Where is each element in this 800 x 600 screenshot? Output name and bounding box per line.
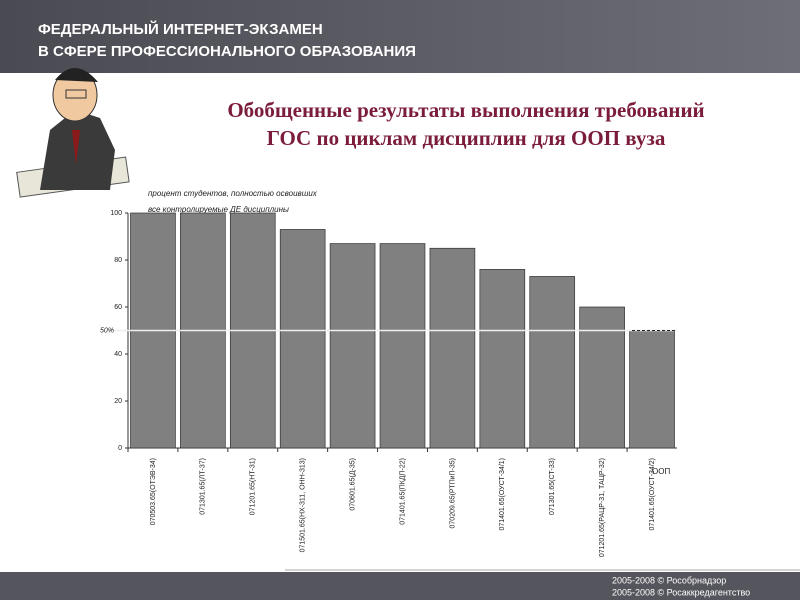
chart-title: ГОС по циклам дисциплин для ООП вуза <box>267 126 666 150</box>
header-line: В СФЕРЕ ПРОФЕССИОНАЛЬНОГО ОБРАЗОВАНИЯ <box>38 43 416 60</box>
bar <box>579 306 625 449</box>
y-tick-label: 100 <box>110 210 122 217</box>
bar <box>479 269 526 449</box>
bar <box>329 243 376 449</box>
x-tick-label: 070503.65(ОТЭВ-34) <box>150 458 157 525</box>
y-tick-label: 0 <box>118 445 122 452</box>
x-axis-label: ООП <box>652 467 670 476</box>
x-tick-label: 071301.65(ЛТ-37) <box>200 458 207 515</box>
x-tick-label: 071201.65(НТ-31) <box>250 458 257 515</box>
bar <box>429 247 476 449</box>
footer-line: 2005-2008 © Росаккредагентство <box>612 587 750 597</box>
y-tick-label: 40 <box>114 351 122 358</box>
bar <box>279 229 326 449</box>
chart-title: Обобщенные результаты выполнения требова… <box>227 98 704 122</box>
clipart <box>16 67 130 198</box>
y-tick-label: 60 <box>114 304 122 311</box>
footer-band <box>0 572 800 600</box>
x-tick-label: 071501.65(НХ-311, ОНН-313) <box>300 458 307 552</box>
x-tick-label: 071301.65(СТ-33) <box>549 458 556 515</box>
threshold-label: 50% <box>100 327 114 334</box>
footer-line: 2005-2008 © Рособрнадзор <box>612 575 726 585</box>
x-tick-label: 071201.65(РАЦР-31, ТАЦР-32) <box>599 458 606 557</box>
x-tick-label: 070209.65(РТПиП-35) <box>449 458 456 528</box>
y-tick-label: 20 <box>114 398 122 405</box>
x-tick-label: 070601.65(Д-35) <box>349 458 356 511</box>
header-band <box>0 0 800 73</box>
bar <box>379 243 426 449</box>
x-tick-label: 071401.65(ПКДП-22) <box>399 458 406 525</box>
y-axis-label: процент студентов, полностью освоивших <box>148 189 318 198</box>
y-axis-label: все контролируемые ДЕ дисциплины <box>148 205 289 214</box>
bar <box>529 276 576 449</box>
header-line: ФЕДЕРАЛЬНЫЙ ИНТЕРНЕТ-ЭКЗАМЕН <box>38 20 323 38</box>
bar <box>629 330 675 449</box>
x-tick-label: 071401.65(ОУСТ-34/2) <box>649 458 656 531</box>
x-tick-label: 071401.65(ОУСТ-34/1) <box>499 458 506 531</box>
y-tick-label: 80 <box>114 257 122 264</box>
